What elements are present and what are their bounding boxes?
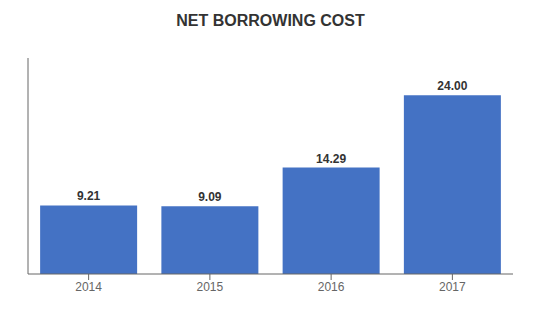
svg-text:24.00: 24.00 bbox=[437, 79, 467, 93]
html-text:NET BORROWING COST: NET BORROWING COST bbox=[176, 12, 365, 29]
svg-text:2016: 2016 bbox=[318, 280, 345, 294]
svg-text:14.29: 14.29 bbox=[316, 152, 346, 166]
svg-text:9.09: 9.09 bbox=[198, 190, 222, 204]
svg-text:2014: 2014 bbox=[75, 280, 102, 294]
svg-text:9.21: 9.21 bbox=[77, 189, 101, 203]
svg-text:2017: 2017 bbox=[439, 280, 466, 294]
svg-text:2015: 2015 bbox=[197, 280, 224, 294]
